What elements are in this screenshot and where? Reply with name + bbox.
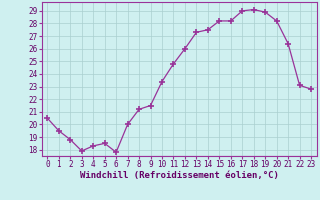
X-axis label: Windchill (Refroidissement éolien,°C): Windchill (Refroidissement éolien,°C) <box>80 171 279 180</box>
